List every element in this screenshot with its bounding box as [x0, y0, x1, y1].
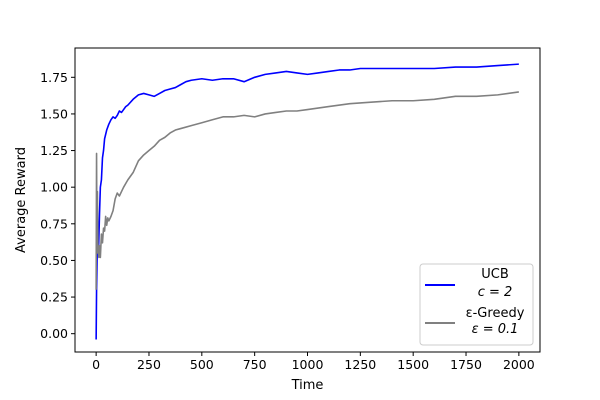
x-tick-label: 0 [92, 357, 100, 372]
x-tick-label: 1750 [450, 357, 482, 372]
x-tick-label: 2000 [503, 357, 535, 372]
legend-sublabel-1: ε = 0.1 [472, 322, 519, 337]
x-tick-label: 250 [137, 357, 161, 372]
y-tick-label: 0.75 [40, 216, 68, 231]
y-axis-label: Average Reward [14, 147, 29, 253]
y-tick-label: 1.75 [40, 70, 68, 85]
series-line-1 [95, 91, 519, 290]
x-tick-label: 1000 [292, 357, 324, 372]
x-axis-label: Time [291, 378, 324, 393]
legend-label-1: ε-Greedy [466, 306, 525, 321]
y-tick-label: 1.00 [40, 180, 68, 195]
x-tick-label: 500 [190, 357, 214, 372]
legend-sublabel-0: c = 2 [478, 285, 513, 300]
x-axis-ticks: 0 250 500 750 1000 1250 1500 1750 2000 [92, 352, 535, 372]
series-line-0 [95, 63, 519, 340]
y-tick-label: 1.50 [40, 106, 68, 121]
x-tick-label: 1250 [344, 357, 376, 372]
y-tick-label: 0.25 [40, 290, 68, 305]
plot-lines [95, 63, 519, 340]
y-tick-label: 0.00 [40, 326, 68, 341]
legend-label-0: UCB [481, 267, 509, 282]
y-axis-ticks: 0.00 0.25 0.50 0.75 1.00 1.25 1.50 1.75 [40, 70, 75, 341]
y-tick-label: 0.50 [40, 253, 68, 268]
x-tick-label: 750 [243, 357, 267, 372]
y-tick-label: 1.25 [40, 143, 68, 158]
x-tick-label: 1500 [397, 357, 429, 372]
